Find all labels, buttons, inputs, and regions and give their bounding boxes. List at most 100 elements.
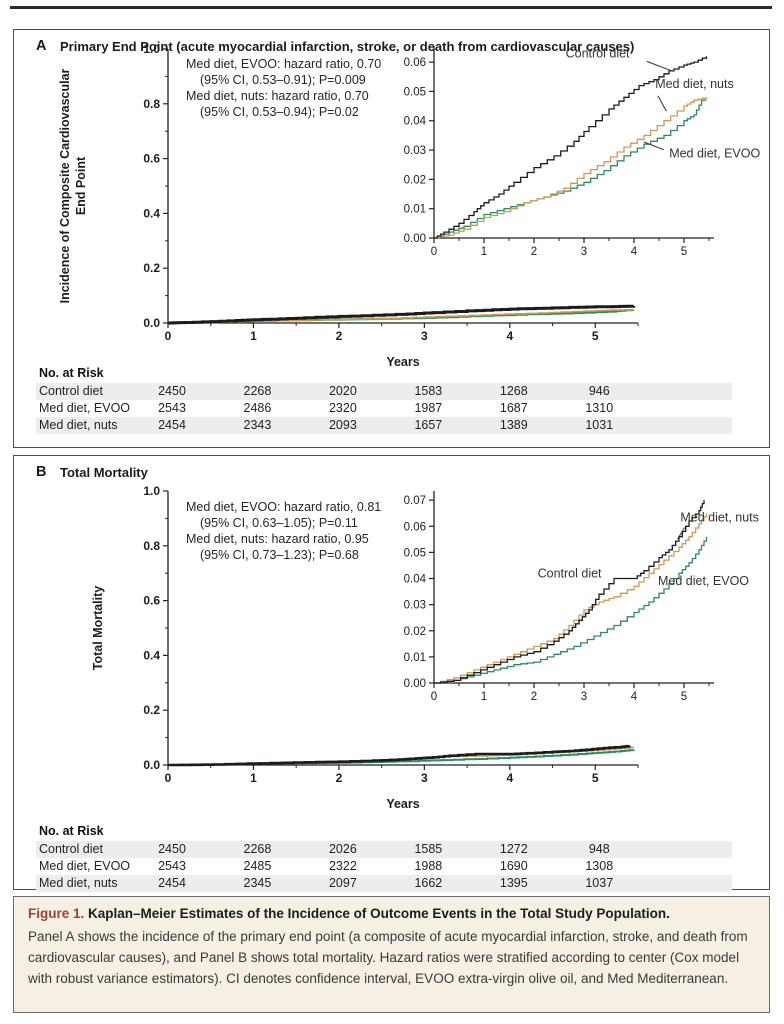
inset-b-curve-nuts <box>434 513 708 684</box>
risk-value: 1395 <box>499 876 528 890</box>
inset-b-curve-label: Control diet <box>538 566 602 580</box>
risk-value: 2543 <box>158 859 186 873</box>
top-rule <box>10 6 772 9</box>
annotation-line: (95% CI, 0.53–0.91); P=0.009 <box>200 73 366 87</box>
risk-row-label: Med diet, EVOO <box>39 401 131 415</box>
main-b-x-tick-label: 0 <box>165 771 172 785</box>
risk-table-row: Control diet 2450 2268 2026 1585 1272 948 <box>36 841 732 858</box>
chart-svg-a: 0.0 0.2 0.4 0.6 0.8 1.0 0 1 2 3 4 5 0.00 0.01 0.02 0.03… <box>58 42 760 369</box>
risk-value: 1583 <box>414 384 443 398</box>
annotation-line: Med diet, EVOO: hazard ratio, 0.81 <box>186 500 382 514</box>
main-a-y-tick-label: 0.8 <box>143 97 160 111</box>
panel-b-title-text: Total Mortality <box>60 465 148 480</box>
panel-a-chart: 0.0 0.2 0.4 0.6 0.8 1.0 0 1 2 3 4 5 0.00 0.01 0.02 0.03… <box>14 30 768 447</box>
inset-b-curve-label: Med diet, nuts <box>680 511 759 525</box>
inset-a-curve-label: Med diet, nuts <box>655 77 734 91</box>
inset-a-y-tick-label: 0.06 <box>404 57 426 69</box>
annotation-line: Med diet, nuts: hazard ratio, 0.70 <box>186 89 369 103</box>
inset-b-y-tick-label: 0.06 <box>404 521 426 533</box>
inset-a-curve-label: Med diet, EVOO <box>669 146 760 160</box>
inset-b-x-tick-label: 5 <box>681 691 687 703</box>
main-b-y-tick-label: 0.0 <box>143 758 160 772</box>
risk-value: 1657 <box>414 418 443 432</box>
risk-value: 946 <box>588 384 610 398</box>
main-a-y-tick-label: 1.0 <box>143 42 160 56</box>
risk-value: 2097 <box>328 876 357 890</box>
panel-a-letter: A <box>36 38 47 54</box>
panel-a: A Primary End Point (acute myocardial in… <box>13 29 770 448</box>
main-b-curve-control <box>168 744 631 767</box>
risk-value: 1310 <box>585 401 614 415</box>
risk-value: 2543 <box>158 401 186 415</box>
risk-row-label: Med diet, nuts <box>39 876 118 890</box>
main-a-curve-control <box>168 304 636 325</box>
main-a-x-tick-label: 1 <box>250 329 257 343</box>
annotation-line: (95% CI, 0.63–1.05); P=0.11 <box>200 516 358 530</box>
risk-value: 1662 <box>414 876 443 890</box>
risk-table-row: Med diet, EVOO 2543 2486 2320 1987 1687 1310 <box>36 400 732 417</box>
annotation-line: Med diet, nuts: hazard ratio, 0.95 <box>186 532 369 546</box>
risk-table-header: No. at Risk <box>39 366 104 380</box>
risk-value: 1308 <box>585 859 614 873</box>
hazard-ratio-annotation-a: Med diet, EVOO: hazard ratio, 0.70 (95% C… <box>186 56 381 120</box>
risk-value: 2450 <box>158 842 186 856</box>
risk-value: 2268 <box>243 842 272 856</box>
main-a-y-tick-label: 0.6 <box>143 152 160 166</box>
inset-b-y-tick-label: 0.00 <box>404 678 426 690</box>
panel-a-title-text: Primary End Point (acute myocardial infa… <box>60 39 635 54</box>
main-b-y-tick-label: 0.4 <box>143 648 160 662</box>
inset-a-y-tick-label: 0.04 <box>404 116 427 128</box>
inset-b-curve-control <box>434 500 705 684</box>
main-b-y-tick-label: 1.0 <box>143 484 160 498</box>
inset-b-curve-label: Med diet, EVOO <box>658 574 749 588</box>
risk-value: 2020 <box>328 384 357 398</box>
figure-number-label: Figure 1. <box>28 906 85 921</box>
inset-a-y-tick-label: 0.01 <box>404 204 426 216</box>
inset-b-x-tick-label: 0 <box>431 691 437 703</box>
main-b-x-tick-label: 3 <box>421 771 428 785</box>
risk-table-row: Med diet, nuts 2454 2343 2093 1657 1389 1031 <box>36 417 732 434</box>
risk-row-label: Control diet <box>39 384 103 398</box>
main-b-x-tick-label: 5 <box>592 771 599 785</box>
inset-b-y-tick-label: 0.05 <box>404 547 426 559</box>
inset-a-x-tick-label: 5 <box>681 246 687 258</box>
main-a-y-tick-label: 0.4 <box>143 206 160 220</box>
inset-a-x-tick-label: 3 <box>581 246 587 258</box>
risk-value: 1690 <box>499 859 528 873</box>
inset-b-y-tick-label: 0.02 <box>404 626 426 638</box>
risk-value: 2268 <box>243 384 272 398</box>
y-axis-title-b: Total Mortality <box>91 586 105 671</box>
inset-b-x-tick-label: 1 <box>481 691 487 703</box>
risk-value: 1031 <box>585 418 614 432</box>
figure-caption: Figure 1. Kaplan–Meier Estimates of the … <box>13 896 770 1013</box>
inset-b-y-tick-label: 0.01 <box>404 652 426 664</box>
x-axis-title-a: Years <box>386 355 419 369</box>
main-b-y-tick-label: 0.6 <box>143 594 160 608</box>
caption-body: Panel A shows the incidence of the prima… <box>28 929 748 986</box>
risk-value: 1268 <box>499 384 528 398</box>
main-a-y-tick-label: 0.2 <box>143 261 160 275</box>
inset-a-y-tick-label: 0.00 <box>404 233 426 245</box>
main-b-x-tick-label: 4 <box>506 771 513 785</box>
main-a-x-tick-label: 4 <box>506 329 513 343</box>
caption-title: Figure 1. Kaplan–Meier Estimates of the … <box>28 906 755 921</box>
main-a-y-tick-label: 0.0 <box>143 316 160 330</box>
main-a-x-tick-label: 0 <box>165 329 172 343</box>
inset-a-label-leader <box>646 60 673 72</box>
inset-a-curve-label: Control diet <box>566 47 630 61</box>
risk-value: 1987 <box>414 401 443 415</box>
risk-value: 2343 <box>243 418 272 432</box>
x-axis-title-b: Years <box>386 797 419 811</box>
inset-b-y-tick-label: 0.04 <box>404 574 427 586</box>
annotation-line: (95% CI, 0.53–0.94); P=0.02 <box>200 105 359 119</box>
chart-svg-b: 0.0 0.2 0.4 0.6 0.8 1.0 0 1 2 3 4 5 0.00 0.01 0.02 0.03… <box>91 484 759 811</box>
risk-value: 2454 <box>158 876 186 890</box>
risk-value: 2450 <box>158 384 186 398</box>
inset-b-curve-evoo <box>434 536 708 684</box>
main-b-y-tick-label: 0.2 <box>143 703 160 717</box>
inset-a-y-tick-label: 0.03 <box>404 145 426 157</box>
inset-a-y-tick-label: 0.05 <box>404 86 426 98</box>
risk-value: 2093 <box>328 418 357 432</box>
risk-value: 1389 <box>499 418 528 432</box>
